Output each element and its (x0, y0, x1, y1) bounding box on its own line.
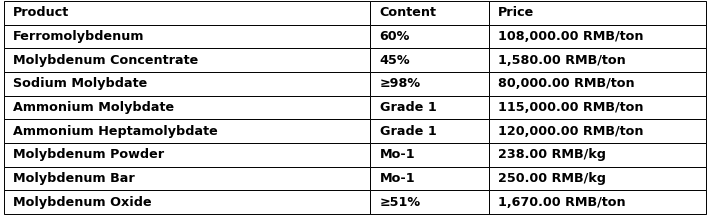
Bar (4, 72, 371, 96)
Text: Ammonium Heptamolybdate: Ammonium Heptamolybdate (13, 125, 217, 138)
Text: 108,000.00 RMB/ton: 108,000.00 RMB/ton (498, 30, 643, 43)
Text: 1,670.00 RMB/ton: 1,670.00 RMB/ton (498, 196, 626, 209)
Bar (4, 167, 371, 190)
Bar (4, 48, 371, 72)
Text: Mo-1: Mo-1 (380, 172, 415, 185)
Bar (488, 72, 706, 96)
Text: ≥98%: ≥98% (380, 77, 421, 90)
Bar (488, 119, 706, 143)
Text: Molybdenum Concentrate: Molybdenum Concentrate (13, 54, 198, 67)
Text: 60%: 60% (380, 30, 410, 43)
Bar (488, 48, 706, 72)
Text: Molybdenum Powder: Molybdenum Powder (13, 148, 164, 161)
Bar (488, 143, 706, 167)
Text: 1,580.00 RMB/ton: 1,580.00 RMB/ton (498, 54, 626, 67)
Bar (371, 167, 488, 190)
Text: Product: Product (13, 6, 69, 19)
Text: Grade 1: Grade 1 (380, 101, 437, 114)
Text: Content: Content (380, 6, 437, 19)
Text: 120,000.00 RMB/ton: 120,000.00 RMB/ton (498, 125, 643, 138)
Bar (4, 1, 371, 25)
Text: Price: Price (498, 6, 534, 19)
Text: Molybdenum Oxide: Molybdenum Oxide (13, 196, 151, 209)
Bar (4, 143, 371, 167)
Bar (4, 96, 371, 119)
Bar (488, 25, 706, 48)
Text: 238.00 RMB/kg: 238.00 RMB/kg (498, 148, 606, 161)
Text: ≥51%: ≥51% (380, 196, 421, 209)
Text: Ferromolybdenum: Ferromolybdenum (13, 30, 144, 43)
Bar (371, 190, 488, 214)
Text: Molybdenum Bar: Molybdenum Bar (13, 172, 134, 185)
Bar (371, 143, 488, 167)
Text: 80,000.00 RMB/ton: 80,000.00 RMB/ton (498, 77, 635, 90)
Bar (4, 190, 371, 214)
Bar (488, 167, 706, 190)
Text: Mo-1: Mo-1 (380, 148, 415, 161)
Text: 115,000.00 RMB/ton: 115,000.00 RMB/ton (498, 101, 643, 114)
Bar (371, 72, 488, 96)
Bar (371, 48, 488, 72)
Bar (488, 96, 706, 119)
Bar (371, 25, 488, 48)
Text: 45%: 45% (380, 54, 410, 67)
Bar (4, 25, 371, 48)
Text: Grade 1: Grade 1 (380, 125, 437, 138)
Text: 250.00 RMB/kg: 250.00 RMB/kg (498, 172, 606, 185)
Bar (4, 119, 371, 143)
Bar (488, 1, 706, 25)
Bar (371, 96, 488, 119)
Bar (488, 190, 706, 214)
Text: Ammonium Molybdate: Ammonium Molybdate (13, 101, 174, 114)
Bar (371, 1, 488, 25)
Bar (371, 119, 488, 143)
Text: Sodium Molybdate: Sodium Molybdate (13, 77, 147, 90)
